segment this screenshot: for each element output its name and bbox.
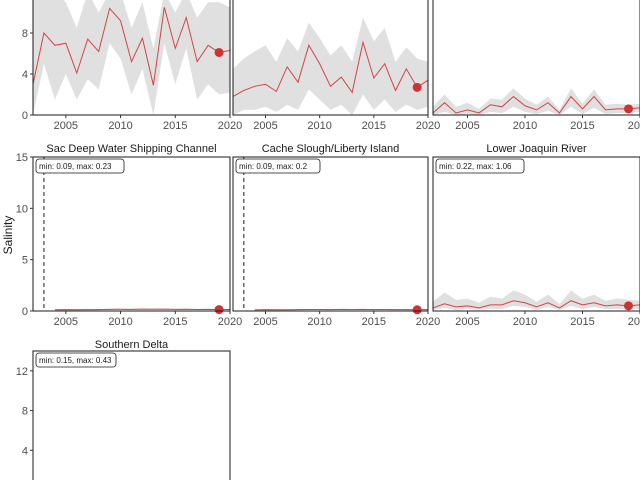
panel-4-x-tick-label: 2005 xyxy=(54,316,78,328)
panel-6-x-tick-label: 2010 xyxy=(513,316,537,328)
panel-3-x-tick-label: 2020 xyxy=(628,120,640,132)
panel-5-x-tick-label: 2010 xyxy=(307,316,331,328)
panel-2-x-tick-label: 2020 xyxy=(416,120,440,132)
panel-6-x-tick-label: 2005 xyxy=(455,316,479,328)
panel-6-annotation: min: 0.22, max: 1.06 xyxy=(439,162,512,171)
panel-6-title: Lower Joaquin River xyxy=(486,143,587,155)
panel-2-x-tick-label: 2005 xyxy=(253,120,277,132)
panel-6-series-line xyxy=(432,300,640,309)
panel-1-x-tick-label: 2015 xyxy=(163,120,187,132)
panel-4-y-tick-label: 0 xyxy=(22,306,28,318)
panel-3-border xyxy=(432,0,640,116)
panel-1-latest-point xyxy=(214,47,224,57)
panel-4-x-tick-label: 2010 xyxy=(108,316,132,328)
panel-7-border xyxy=(32,350,231,480)
panel-2-x-tick-label: 2010 xyxy=(307,120,331,132)
panel-1-y-tick-label: 4 xyxy=(22,69,28,81)
panel-6-x-tick-label: 2020 xyxy=(628,316,640,328)
panel-7-title: Southern Delta xyxy=(95,339,169,351)
panel-6-annotation-box xyxy=(435,158,525,174)
panel-7-y-tick-label: 8 xyxy=(22,406,28,418)
panel-4-series-line xyxy=(54,308,231,311)
panel-3-x-tick-label: 2010 xyxy=(513,120,537,132)
panel-1-x-tick-label: 2010 xyxy=(108,120,132,132)
panel-4-annotation-box xyxy=(35,158,125,174)
panel-5-latest-point xyxy=(412,305,422,315)
panel-2-x-tick-label: 2015 xyxy=(362,120,386,132)
panel-3-latest-point xyxy=(624,104,633,114)
panel-1-y-tick-label: 8 xyxy=(22,28,28,40)
panel-5-annotation-box xyxy=(235,158,321,174)
panel-5-border xyxy=(232,156,429,312)
panel-5-x-tick-label: 2005 xyxy=(253,316,277,328)
panel-7-y-tick-label: 12 xyxy=(16,366,28,378)
panel-2-border xyxy=(232,0,429,116)
panel-2-series-line xyxy=(232,40,429,97)
panel-4-latest-point xyxy=(214,305,224,315)
panel-3-x-tick-label: 2005 xyxy=(455,120,479,132)
panel-6-latest-point xyxy=(624,301,633,311)
panel-5-x-tick-label: 2020 xyxy=(416,316,440,328)
panel-5-annotation: min: 0.09, max: 0.2 xyxy=(239,162,308,171)
panel-1-series-line xyxy=(32,7,231,86)
panel-7-y-tick-label: 4 xyxy=(22,445,28,457)
panel-6-range-band xyxy=(433,290,640,310)
panel-1-x-tick-label: 2020 xyxy=(218,120,242,132)
panel-2-latest-point xyxy=(412,82,422,92)
panel-6-border xyxy=(432,156,640,312)
panel-4-x-tick-label: 2020 xyxy=(218,316,242,328)
panel-4-x-tick-label: 2015 xyxy=(163,316,187,328)
panel-1-x-tick-label: 2005 xyxy=(54,120,78,132)
y-axis-label: Salinity xyxy=(1,216,15,255)
panel-2-range-band xyxy=(233,17,428,115)
panel-3-series-line xyxy=(432,95,640,114)
panel-7-annotation-box xyxy=(35,352,117,368)
panel-6-x-tick-label: 2015 xyxy=(570,316,594,328)
panel-7-annotation: min: 0.15, max: 0.43 xyxy=(39,356,112,365)
panel-4-title: Sac Deep Water Shipping Channel xyxy=(46,143,216,155)
panel-1-range-band xyxy=(33,0,230,115)
panel-4-border xyxy=(32,156,231,312)
panel-4-y-tick-label: 5 xyxy=(22,255,28,267)
panel-4-y-tick-label: 15 xyxy=(16,152,28,164)
panel-1-y-tick-label: 0 xyxy=(22,110,28,122)
panel-5-series-line xyxy=(254,308,429,311)
panel-1-border xyxy=(32,0,231,116)
panel-3-x-tick-label: 2015 xyxy=(570,120,594,132)
panel-4-y-tick-label: 10 xyxy=(16,203,28,215)
panel-5-x-tick-label: 2015 xyxy=(362,316,386,328)
panel-5-title: Cache Slough/Liberty Island xyxy=(262,143,400,155)
panel-4-annotation: min: 0.09, max: 0.23 xyxy=(39,162,112,171)
